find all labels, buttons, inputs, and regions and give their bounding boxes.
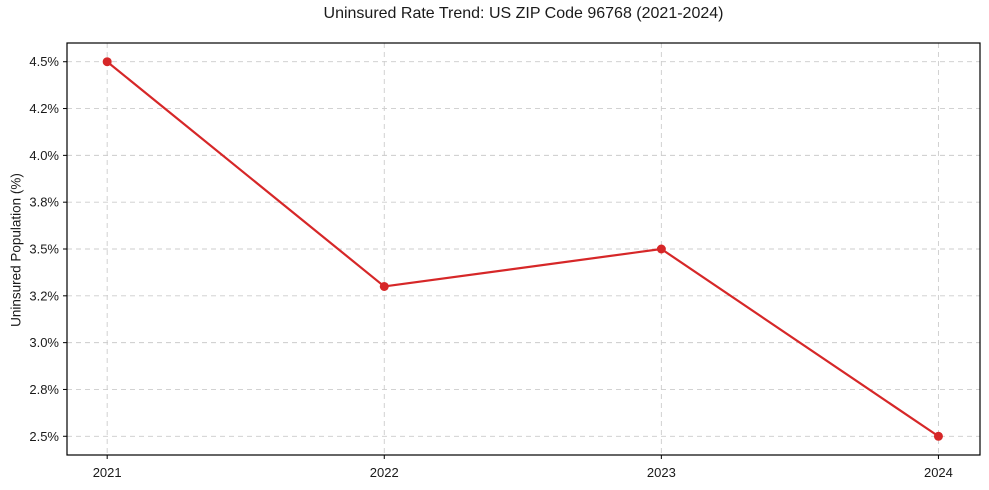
y-tick-label: 4.5% [29,54,59,69]
y-tick-label: 3.2% [29,288,59,303]
y-tick-label: 3.0% [29,335,59,350]
y-tick-label: 2.5% [29,429,59,444]
y-tick-label: 4.2% [29,101,59,116]
data-point-2022 [379,281,389,291]
y-tick-label: 3.8% [29,195,59,210]
y-tick-label: 2.8% [29,382,59,397]
y-tick-label: 3.5% [29,242,59,257]
data-point-2024 [933,431,943,441]
x-tick-label: 2021 [93,465,122,480]
trend-line [106,60,940,438]
chart-title: Uninsured Rate Trend: US ZIP Code 96768 … [323,5,724,22]
plot-border [66,42,981,456]
y-tick-label: 4.0% [29,148,59,163]
x-tick-label: 2024 [924,465,953,480]
x-tick-label: 2023 [647,465,676,480]
x-tick-label: 2022 [370,465,399,480]
data-point-2021 [102,57,112,67]
data-point-2023 [656,244,666,254]
